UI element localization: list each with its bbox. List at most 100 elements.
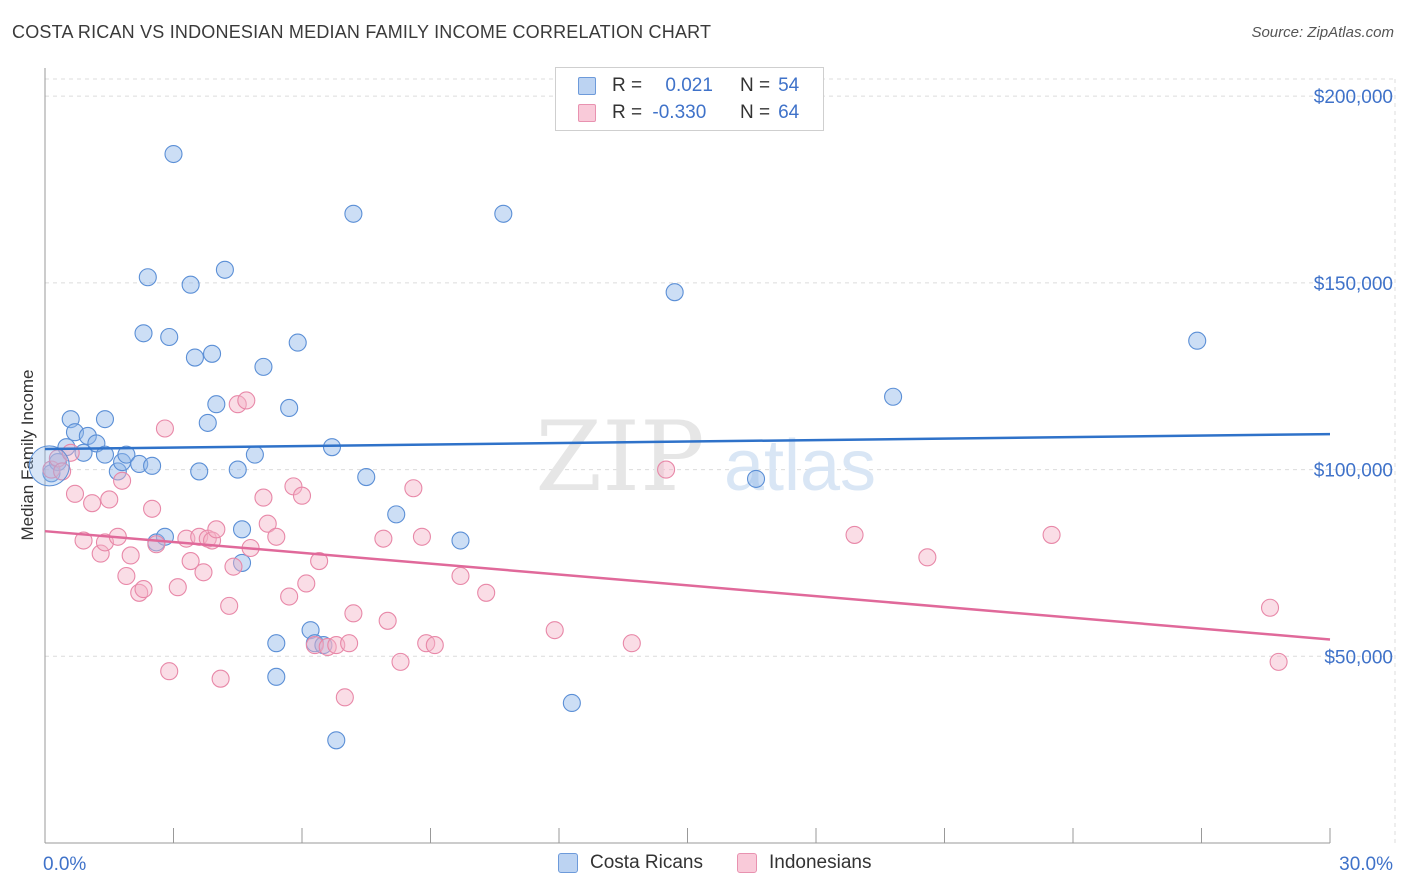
costa-rican-point-44: [387, 505, 406, 524]
stats-legend: R = 0.021 N = 54 R = -0.330 N = 64: [555, 67, 824, 131]
costa-rican-point-12: [117, 445, 136, 464]
costa-rican-point-23: [190, 462, 209, 481]
indonesian-point-62: [1042, 525, 1061, 544]
indonesian-point-56: [477, 583, 496, 602]
legend-n-value: 54: [778, 75, 800, 96]
costa-rican-point-35: [280, 398, 299, 418]
legend-item-indonesians: Indonesians: [737, 852, 871, 874]
costa-rican-point-15: [138, 268, 157, 287]
legend-swatch-blue: [558, 853, 578, 873]
costa-rican-point-19: [160, 327, 179, 347]
costa-rican-point-25: [203, 344, 222, 363]
legend-n-value: 64: [778, 102, 800, 123]
indonesian-point-28: [211, 669, 230, 688]
indonesian-point-63: [1260, 598, 1280, 617]
indonesian-point-40: [297, 574, 316, 593]
legend-r-label: R =: [612, 102, 643, 123]
indonesian-point-17: [147, 535, 166, 554]
indonesian-point-11: [113, 471, 132, 490]
legend-swatch-blue: [578, 77, 596, 95]
costa-rican-point-10: [108, 462, 127, 481]
costa-rican-point-8: [95, 445, 115, 464]
indonesian-point-37: [280, 587, 299, 606]
axes: [44, 68, 1331, 844]
legend-n-label: N =: [740, 75, 771, 96]
costa-rican-point-26: [207, 395, 226, 414]
costa-rican-point-33: [267, 634, 286, 653]
costa-rican-point-20: [164, 144, 183, 164]
x-tick-label: 30.0%: [1339, 854, 1393, 875]
legend-r-label: R =: [612, 75, 643, 96]
legend-swatch-pink: [578, 104, 596, 122]
indonesian-point-22: [181, 552, 200, 571]
costa-rican-point-cluster: [28, 445, 70, 487]
indonesian-point-49: [378, 611, 397, 630]
indonesian-point-31: [228, 395, 247, 414]
indonesian-point-19: [160, 662, 179, 681]
legend-r-value: 0.021: [665, 75, 713, 96]
costa-rican-point-28: [228, 460, 247, 479]
indonesian-point-6: [83, 494, 102, 513]
costa-rican-point-24: [198, 413, 217, 432]
legend-item-costa-ricans: Costa Ricans: [558, 852, 703, 874]
indonesian-point-32: [237, 391, 256, 410]
costa-rican-point-27: [215, 260, 234, 279]
indonesian-point-57: [545, 621, 564, 640]
costa-rican-point-40: [322, 438, 342, 457]
tick-labels: $50,000 $100,000 $150,000 $200,000 0.0% 30.0%: [43, 87, 1393, 875]
costa-rican-point-32: [254, 357, 273, 376]
legend-row-costa-ricans: R = 0.021 N = 54: [578, 74, 799, 98]
gridlines: [45, 78, 1396, 843]
costa-rican-point-9: [95, 410, 115, 429]
legend-label: Indonesians: [769, 852, 872, 873]
indonesian-point-42: [310, 552, 329, 571]
indonesian-point-61: [918, 548, 937, 567]
series-legend: Costa Ricans Indonesians: [558, 852, 905, 874]
costa-rican-point-46: [494, 204, 513, 223]
costa-rican-trend-line: [44, 432, 1331, 451]
legend-r-value: -0.330: [652, 102, 707, 123]
watermark: ZIP atlas: [535, 401, 876, 513]
indonesian-point-45: [335, 688, 354, 707]
indonesian-point-64: [1269, 652, 1288, 671]
costa-rican-point-36: [288, 333, 307, 352]
costa-rican-point-41: [327, 731, 346, 750]
indonesian-point-48: [374, 529, 393, 548]
indonesian-point-20: [168, 578, 187, 597]
indonesian-point-54: [425, 636, 444, 655]
indonesian-point-60: [845, 525, 864, 544]
indonesian-point-47: [344, 604, 363, 623]
costa-rican-point-30: [232, 520, 252, 539]
costa-rican-point-14: [134, 324, 153, 343]
indonesian-point-39: [292, 486, 312, 505]
legend-label: Costa Ricans: [590, 852, 703, 873]
costa-rican-point-42: [344, 204, 363, 223]
costa-rican-point-45: [451, 531, 470, 550]
costa-rican-point-43: [357, 467, 376, 487]
indonesian-point-29: [220, 596, 239, 615]
indonesian-point-35: [258, 514, 277, 533]
y-tick-label: $200,000: [1314, 87, 1393, 108]
costa-rican-point-48: [665, 283, 684, 302]
indonesian-point-52: [412, 527, 431, 546]
costa-rican-point-16: [143, 456, 162, 475]
source-label: Source: ZipAtlas.com: [1251, 24, 1394, 41]
costa-rican-point-49: [746, 469, 766, 488]
indonesian-point-55: [451, 566, 470, 586]
indonesian-point-15: [134, 580, 153, 599]
costa-rican-point-29: [232, 553, 252, 572]
indonesian-point-4: [65, 484, 85, 503]
y-tick-label: $150,000: [1314, 274, 1393, 295]
indonesian-point-46: [340, 634, 359, 653]
indonesian-point-27: [207, 520, 226, 539]
chart-title: COSTA RICAN VS INDONESIAN MEDIAN FAMILY …: [12, 22, 712, 42]
costa-rican-point-50: [884, 387, 903, 406]
legend-n-label: N =: [740, 102, 771, 123]
costa-rican-point-47: [562, 693, 581, 713]
indonesian-point-36: [267, 527, 286, 546]
indonesian-point-7: [91, 544, 110, 563]
y-tick-label: $100,000: [1314, 461, 1393, 482]
indonesian-point-50: [391, 652, 410, 671]
indonesian-point-59: [657, 460, 676, 479]
